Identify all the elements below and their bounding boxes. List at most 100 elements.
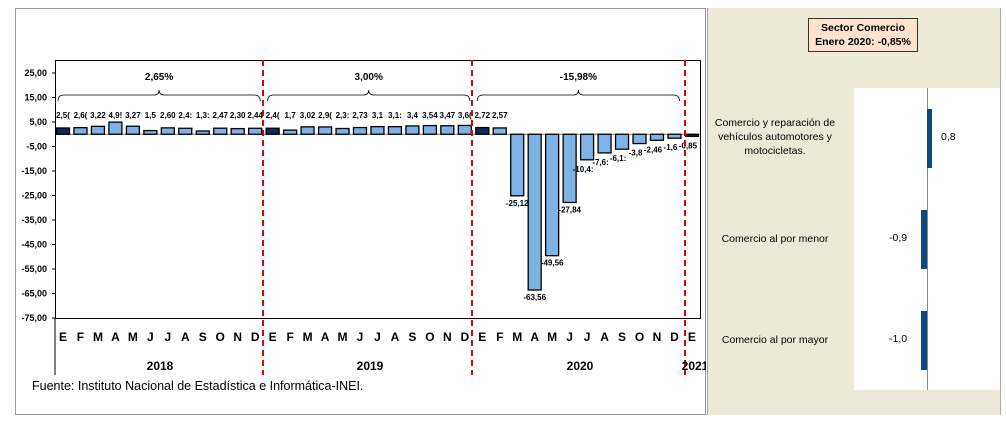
data-label: 3,1:	[388, 111, 402, 120]
y-tick-label: -15,00	[21, 166, 47, 176]
sector-title: Sector Comercio	[820, 22, 906, 34]
data-label: -27,84	[558, 205, 581, 214]
bar	[317, 126, 333, 135]
month-label: J	[147, 330, 154, 344]
bar	[545, 133, 560, 257]
year-bracket	[57, 89, 261, 102]
month-label: S	[408, 330, 416, 344]
data-label: 2,72	[474, 111, 490, 120]
year-label: 2019	[357, 359, 384, 373]
month-label: D	[460, 330, 469, 344]
data-label: 3,4	[407, 111, 419, 120]
bar	[440, 125, 455, 135]
bar	[108, 121, 123, 135]
data-label: 3,6(	[458, 111, 472, 120]
data-label: 1,3:	[196, 111, 210, 120]
month-label: M	[303, 330, 313, 344]
sector-bar	[920, 311, 927, 370]
bar	[73, 127, 88, 135]
y-tick-label: -65,00	[21, 289, 47, 299]
year-bracket	[476, 89, 680, 102]
data-label: 1,5	[145, 111, 157, 120]
sector-bar	[927, 109, 932, 168]
month-label: A	[111, 330, 120, 344]
month-label: M	[338, 330, 348, 344]
bar	[248, 127, 263, 135]
bar	[90, 125, 106, 135]
month-label: A	[181, 330, 190, 344]
month-label: M	[93, 330, 103, 344]
data-label: -10,4:	[573, 165, 594, 174]
month-label: N	[443, 330, 452, 344]
month-label: A	[391, 330, 400, 344]
bar	[632, 133, 647, 145]
bar	[387, 126, 403, 135]
month-label: O	[635, 330, 644, 344]
sector-value-label: -1,0	[889, 333, 908, 345]
data-label: 3,1	[372, 111, 384, 120]
bar	[370, 126, 385, 135]
month-label: E	[478, 330, 486, 344]
bar	[579, 133, 595, 161]
month-label: E	[688, 330, 696, 344]
month-label: M	[547, 330, 557, 344]
data-label: 2,6(	[74, 111, 88, 120]
sector-category-label: Comercio al por menor	[721, 233, 829, 245]
bar	[300, 126, 315, 135]
bar	[178, 127, 193, 135]
bar	[510, 133, 525, 197]
sector-breakdown-panel: Sector Comercio Enero 2020: -0,85% Comer…	[707, 8, 1001, 415]
bar	[335, 127, 350, 135]
data-label: 2,9(	[318, 111, 332, 120]
data-label: -6,1:	[610, 154, 626, 163]
data-label: 2,60	[160, 111, 176, 120]
y-tick-label: -55,00	[21, 264, 47, 274]
bar	[213, 127, 228, 135]
y-tick-label: -45,00	[21, 240, 47, 250]
data-label: 2,47	[212, 111, 228, 120]
data-label: 2,4:	[178, 111, 192, 120]
month-label: A	[600, 330, 609, 344]
bar	[230, 127, 245, 135]
y-tick-label: -5,00	[26, 142, 47, 152]
month-label: M	[512, 330, 522, 344]
sector-subtitle: Enero 2020: -0,85%	[815, 36, 911, 48]
bar	[143, 129, 158, 135]
data-label: 2,4(	[266, 111, 280, 120]
bar	[562, 133, 577, 204]
month-label: J	[164, 330, 171, 344]
annual-variation-label: -15,98%	[560, 72, 597, 83]
y-tick-label: 5,00	[29, 117, 47, 127]
data-label: 4,9!	[109, 111, 123, 120]
data-label: -25,12	[506, 199, 529, 208]
bar	[667, 133, 682, 139]
data-label: -7,6:	[592, 158, 608, 167]
year-bracket	[267, 89, 471, 102]
month-label: N	[653, 330, 662, 344]
month-label: O	[425, 330, 434, 344]
year-label: 2018	[147, 359, 174, 373]
data-label: 2,30	[230, 111, 246, 120]
bar	[160, 127, 175, 135]
bar	[422, 124, 438, 135]
month-label: N	[233, 330, 242, 344]
month-label: D	[251, 330, 260, 344]
plot-area	[55, 60, 701, 319]
y-tick-label: -75,00	[21, 313, 47, 323]
data-label: -2,46	[644, 145, 663, 154]
bar	[492, 127, 507, 135]
month-label: E	[59, 330, 67, 344]
bar	[597, 133, 612, 154]
bar	[55, 127, 71, 135]
sector-category-label: Comercio al por mayor	[721, 334, 829, 346]
month-label: J	[566, 330, 573, 344]
data-label: 3,22	[90, 111, 106, 120]
month-label: D	[670, 330, 679, 344]
sector-title-box: Sector Comercio Enero 2020: -0,85%	[808, 18, 918, 52]
data-label: 2,73	[352, 111, 368, 120]
data-label: 3,02	[300, 111, 316, 120]
month-label: A	[530, 330, 539, 344]
month-label: J	[584, 330, 591, 344]
data-label: -1,6	[664, 143, 678, 152]
data-label: 2,3:	[336, 111, 350, 120]
